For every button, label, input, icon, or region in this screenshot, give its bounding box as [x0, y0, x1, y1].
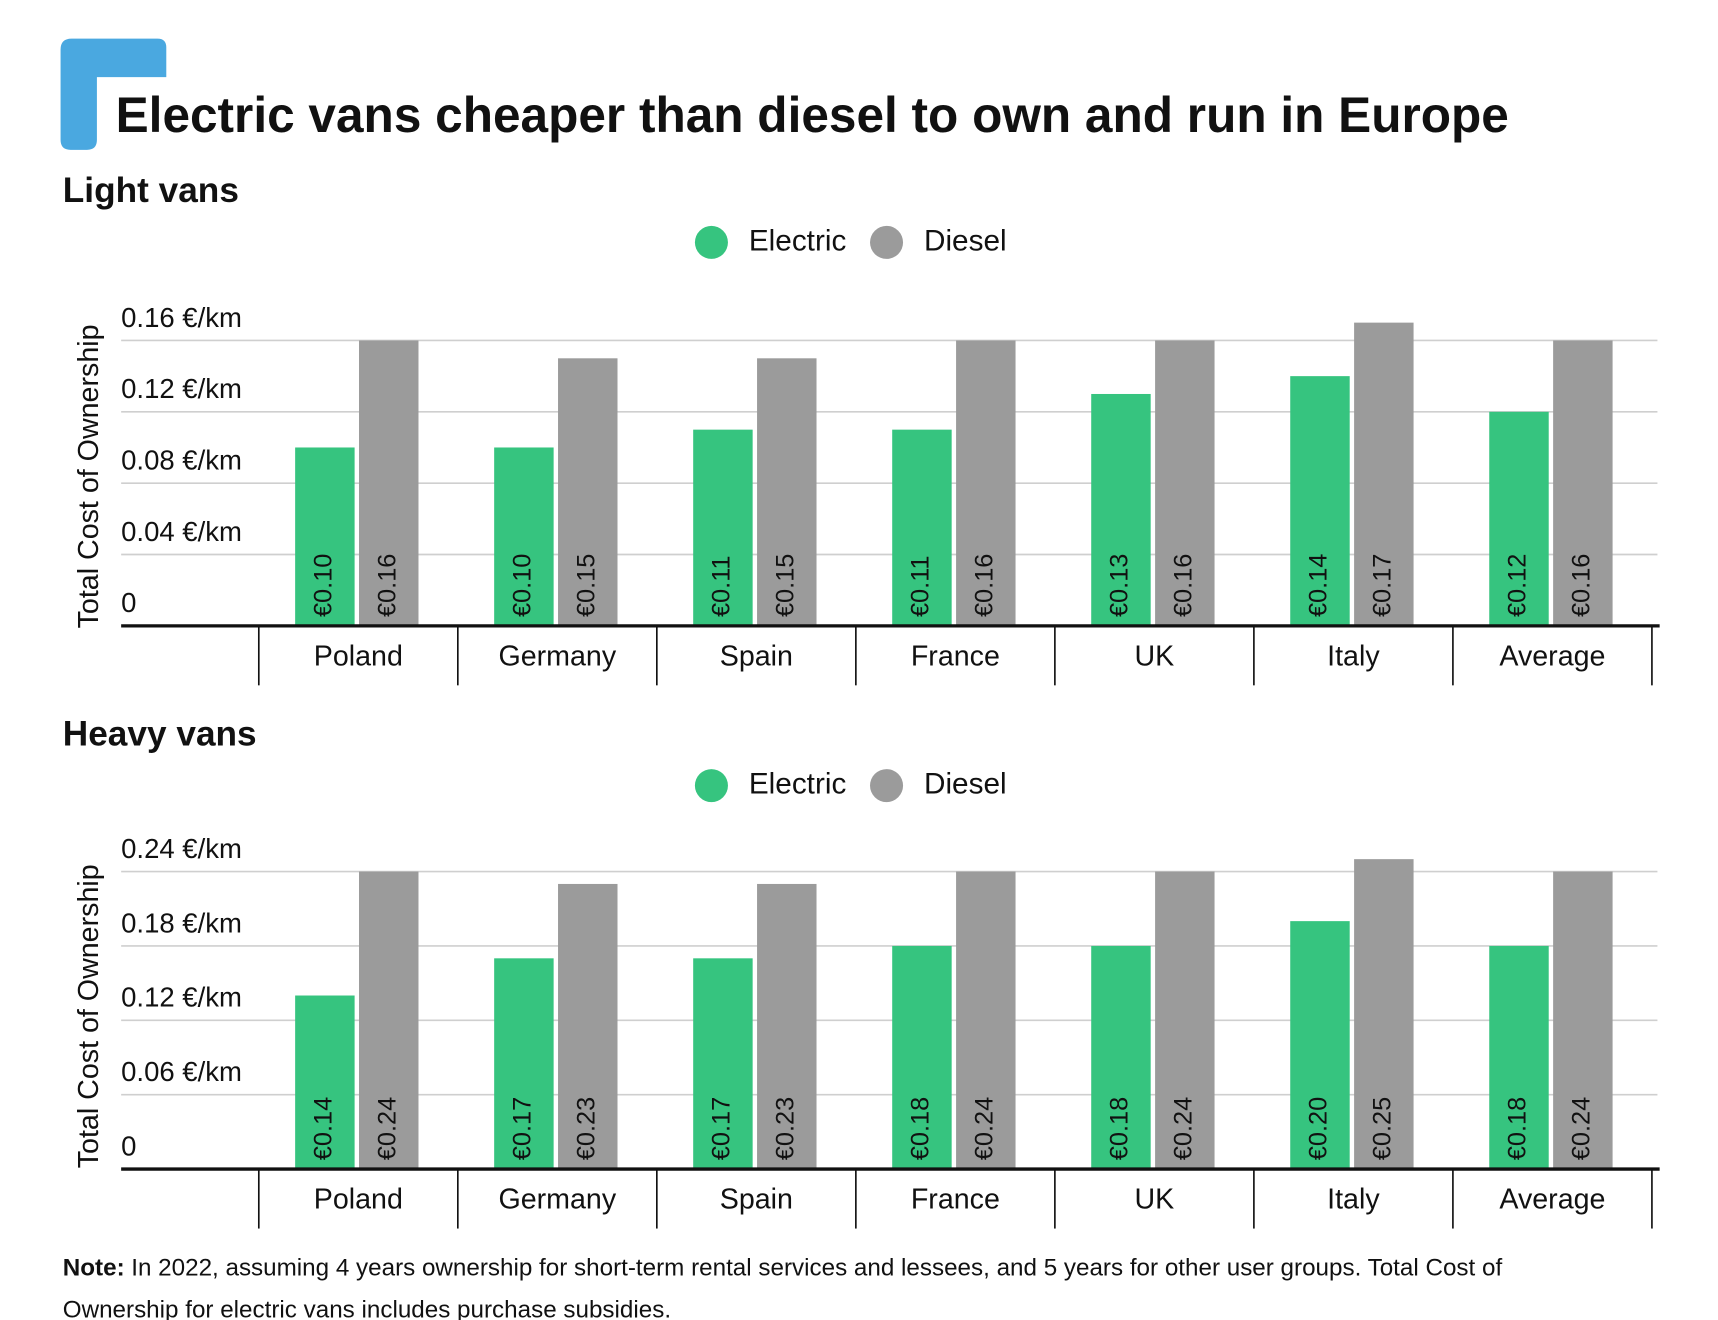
bar	[494, 958, 554, 1170]
bar	[1489, 411, 1549, 626]
note-text: In 2022, assuming 4 years ownership for …	[131, 1255, 1502, 1282]
y-tick-label: 0.12 €/km	[121, 982, 242, 1013]
bar	[892, 429, 952, 626]
x-tick-label: Poland	[314, 640, 403, 672]
bar	[359, 340, 419, 626]
x-tick-label: Germany	[498, 1184, 616, 1216]
value-label: €0.16	[970, 554, 998, 617]
value-label: €0.11	[907, 555, 935, 617]
y-tick-label: 0.18 €/km	[121, 907, 242, 938]
y-tick-label: 0.24 €/km	[121, 833, 242, 864]
x-tick-label: UK	[1135, 640, 1175, 672]
value-label: €0.13	[1106, 554, 1134, 617]
x-tick-label: Germany	[498, 640, 616, 672]
bar	[558, 358, 618, 626]
bar	[558, 883, 618, 1170]
bar	[1091, 945, 1151, 1170]
subtitle: Heavy vans	[63, 714, 257, 753]
bar	[1155, 340, 1215, 626]
value-label: €0.18	[1106, 1097, 1134, 1160]
value-label: €0.16	[1170, 554, 1198, 617]
y-tick-label: 0.16 €/km	[121, 302, 242, 333]
legend-swatch	[870, 769, 904, 803]
value-label: €0.17	[708, 1097, 736, 1160]
x-tick-label: Italy	[1327, 1184, 1380, 1216]
x-tick-label: France	[911, 1184, 1000, 1216]
legend-label: Diesel	[924, 767, 1007, 800]
value-label: €0.12	[1504, 554, 1532, 617]
value-label: €0.17	[1369, 554, 1397, 617]
bar	[757, 358, 817, 626]
bar	[892, 945, 952, 1170]
x-tick-label: Spain	[720, 640, 793, 672]
x-tick-label: Average	[1499, 1184, 1605, 1216]
bar	[1354, 322, 1414, 626]
bar	[494, 447, 554, 626]
bar	[295, 447, 355, 626]
value-label: €0.14	[1305, 554, 1333, 617]
value-label: €0.16	[373, 554, 401, 617]
bar	[1290, 921, 1350, 1170]
bar	[1354, 859, 1414, 1170]
value-label: €0.14	[310, 1097, 338, 1160]
y-tick-label: 0.08 €/km	[121, 444, 242, 475]
value-label: €0.11	[708, 555, 736, 617]
value-label: €0.24	[373, 1097, 401, 1160]
value-label: €0.16	[1568, 554, 1596, 617]
value-label: €0.25	[1369, 1097, 1397, 1160]
bar	[1553, 340, 1613, 626]
bar	[1155, 871, 1215, 1170]
bar	[359, 871, 419, 1170]
value-label: €0.15	[771, 554, 799, 617]
y-axis-label: Total Cost of Ownership	[73, 324, 105, 628]
note-label: Note:	[63, 1255, 125, 1282]
title: Electric vans cheaper than diesel to own…	[116, 87, 1509, 143]
note-text: Ownership for electric vans includes pur…	[63, 1297, 671, 1320]
legend-label: Diesel	[924, 224, 1007, 257]
x-tick-label: Poland	[314, 1184, 403, 1216]
bar	[295, 995, 355, 1170]
value-label: €0.24	[1568, 1097, 1596, 1160]
value-label: €0.24	[1170, 1097, 1198, 1160]
legend-swatch	[694, 225, 728, 259]
y-tick-label: 0	[121, 1130, 136, 1161]
x-tick-label: Average	[1499, 640, 1605, 672]
bar	[956, 340, 1016, 626]
bar	[1489, 945, 1549, 1170]
value-label: €0.10	[509, 554, 537, 617]
value-label: €0.18	[907, 1097, 935, 1160]
bar	[956, 871, 1016, 1170]
y-tick-label: 0	[121, 587, 136, 618]
value-label: €0.17	[509, 1097, 537, 1160]
value-label: €0.20	[1305, 1097, 1333, 1160]
legend-label: Electric	[749, 767, 847, 800]
subtitle: Light vans	[63, 171, 239, 210]
note: Note: In 2022, assuming 4 years ownership…	[63, 1255, 1503, 1282]
bar	[693, 429, 753, 626]
bar	[1290, 376, 1350, 626]
legend-swatch	[694, 769, 728, 803]
value-label: €0.23	[572, 1097, 600, 1160]
x-tick-label: UK	[1135, 1184, 1175, 1216]
y-axis-label: Total Cost of Ownership	[73, 864, 105, 1168]
title-bracket	[60, 38, 167, 150]
x-tick-label: France	[911, 640, 1000, 672]
x-tick-label: Italy	[1327, 640, 1380, 672]
value-label: €0.23	[771, 1097, 799, 1160]
bar	[1091, 393, 1151, 626]
value-label: €0.18	[1504, 1097, 1532, 1160]
bar	[1553, 871, 1613, 1170]
value-label: €0.24	[970, 1097, 998, 1160]
value-label: €0.10	[310, 554, 338, 617]
y-tick-label: 0.12 €/km	[121, 373, 242, 404]
bar	[693, 958, 753, 1170]
y-tick-label: 0.06 €/km	[121, 1056, 242, 1087]
x-tick-label: Spain	[720, 1184, 793, 1216]
legend-swatch	[870, 225, 904, 259]
y-tick-label: 0.04 €/km	[121, 516, 242, 547]
legend-label: Electric	[749, 224, 847, 257]
value-label: €0.15	[572, 554, 600, 617]
bar	[757, 883, 817, 1170]
